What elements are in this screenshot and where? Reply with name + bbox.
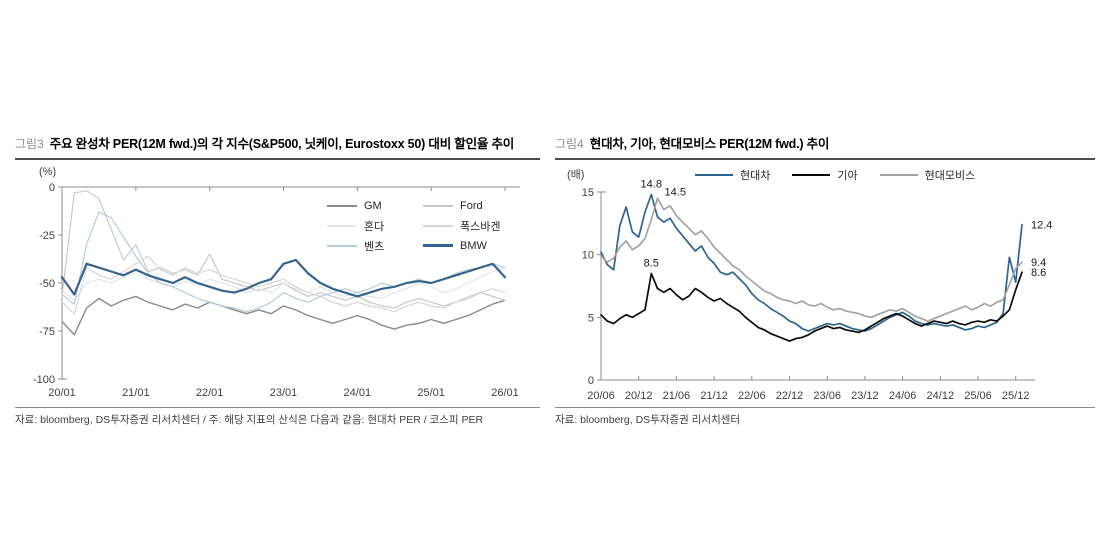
figure3-label: 그림3 [15, 137, 44, 151]
legend-label: 폭스바겐 [460, 220, 501, 233]
legend-label: 혼다 [364, 220, 385, 233]
legend-label: 기아 [837, 169, 858, 182]
figure4-header: 그림4 현대차, 기아, 현대모비스 PER(12M fwd.) 추이 [555, 133, 1095, 160]
figure4-source-note: 자료: bloomberg, DS투자증권 리서치센터 [555, 414, 741, 426]
svg-text:23/12: 23/12 [851, 390, 879, 402]
figure4-panel: 그림4 현대차, 기아, 현대모비스 PER(12M fwd.) 추이 (배) 0… [555, 133, 1095, 433]
svg-text:21/12: 21/12 [700, 390, 728, 402]
legend-label: 현대차 [740, 169, 771, 182]
svg-text:23/01: 23/01 [270, 387, 298, 399]
legend-label: 벤츠 [364, 240, 385, 253]
svg-text:20/06: 20/06 [587, 390, 615, 402]
legend-line-swatch [695, 173, 733, 176]
figure3-header: 그림3 주요 완성차 PER(12M fwd.)의 각 지수(S&P500, 닛케… [15, 133, 540, 160]
legend-item-기아: 기아 [792, 166, 858, 183]
svg-text:24/12: 24/12 [927, 390, 955, 402]
legend-line-swatch [423, 204, 453, 207]
svg-text:-75: -75 [39, 326, 55, 338]
figure3-y-unit-label: (%) [39, 166, 57, 178]
legend-line-swatch [327, 224, 357, 227]
figure4-footer-rule [555, 407, 1095, 408]
series-line-현대모비스 [600, 197, 1023, 322]
legend-line-swatch [327, 244, 357, 247]
figure4-line-chart: 0 5 10 15 20/06 20/12 21/06 21/12 22/06 22/12 23/0… [582, 179, 1053, 402]
svg-text:22/12: 22/12 [776, 390, 804, 402]
legend-item-현대차: 현대차 [695, 166, 770, 183]
svg-text:23/06: 23/06 [813, 390, 841, 402]
legend-line-swatch [879, 173, 918, 176]
svg-text:-100: -100 [33, 374, 55, 386]
data-label-14.8: 14.8 [641, 179, 662, 191]
svg-text:26/01: 26/01 [491, 387, 519, 399]
figure3-panel: 그림3 주요 완성차 PER(12M fwd.)의 각 지수(S&P500, 닛케… [15, 133, 540, 433]
figure4-legend: 현대차 기아 현대모비스 [695, 166, 975, 183]
data-label-8.6: 8.6 [1031, 267, 1046, 279]
legend-item-BMW: BMW [423, 237, 541, 254]
legend-label: BMW [460, 239, 487, 252]
legend-item-폭스바겐: 폭스바겐 [423, 217, 541, 234]
legend-item-Ford: Ford [423, 197, 541, 214]
legend-line-swatch [792, 173, 831, 176]
svg-text:22/01: 22/01 [196, 387, 224, 399]
svg-text:-50: -50 [39, 278, 55, 290]
figure3-source-note: 자료: bloomberg, DS투자증권 리서치센터 / 주: 해당 지표의 … [15, 414, 484, 426]
legend-line-swatch [423, 224, 453, 227]
data-label-9.4: 9.4 [1031, 257, 1046, 269]
svg-text:20/12: 20/12 [625, 390, 653, 402]
legend-item-GM: GM [327, 197, 423, 214]
svg-text:22/06: 22/06 [738, 390, 766, 402]
svg-text:25/06: 25/06 [964, 390, 992, 402]
svg-text:25/01: 25/01 [417, 387, 445, 399]
data-label-12.4: 12.4 [1031, 220, 1052, 232]
svg-text:-25: -25 [39, 230, 55, 242]
series-line-기아 [600, 271, 1023, 342]
legend-line-swatch [423, 244, 453, 247]
series-line-혼다 [61, 266, 506, 301]
svg-text:15: 15 [582, 187, 594, 199]
series-line-BMW [60, 258, 507, 298]
figure4-label: 그림4 [555, 137, 584, 151]
figure3-footer-rule [15, 407, 540, 408]
svg-text:5: 5 [588, 312, 594, 324]
legend-label: 현대모비스 [924, 169, 976, 182]
figure4-title: 현대차, 기아, 현대모비스 PER(12M fwd.) 추이 [589, 137, 830, 151]
legend-label: Ford [460, 199, 483, 212]
svg-text:21/06: 21/06 [663, 390, 691, 402]
svg-text:0: 0 [49, 182, 55, 194]
figure4-y-unit-label: (배) [567, 169, 585, 181]
series-line-폭스바겐 [61, 255, 506, 315]
figure3-title: 주요 완성차 PER(12M fwd.)의 각 지수(S&P500, 닛케이, … [49, 137, 515, 151]
legend-item-현대모비스: 현대모비스 [879, 166, 976, 183]
svg-text:0: 0 [588, 375, 594, 387]
svg-text:24/01: 24/01 [344, 387, 372, 399]
legend-line-swatch [327, 204, 357, 207]
series-line-GM [61, 295, 506, 336]
svg-text:21/01: 21/01 [122, 387, 150, 399]
svg-text:20/01: 20/01 [48, 387, 76, 399]
svg-text:24/06: 24/06 [889, 390, 917, 402]
series-line-현대차 [600, 193, 1023, 332]
svg-text:25/12: 25/12 [1002, 390, 1030, 402]
data-label-14.5: 14.5 [665, 186, 686, 198]
legend-item-벤츠: 벤츠 [327, 237, 423, 254]
svg-text:10: 10 [582, 250, 594, 262]
data-label-8.5: 8.5 [644, 257, 659, 269]
legend-label: GM [364, 199, 382, 212]
legend-item-혼다: 혼다 [327, 217, 423, 234]
